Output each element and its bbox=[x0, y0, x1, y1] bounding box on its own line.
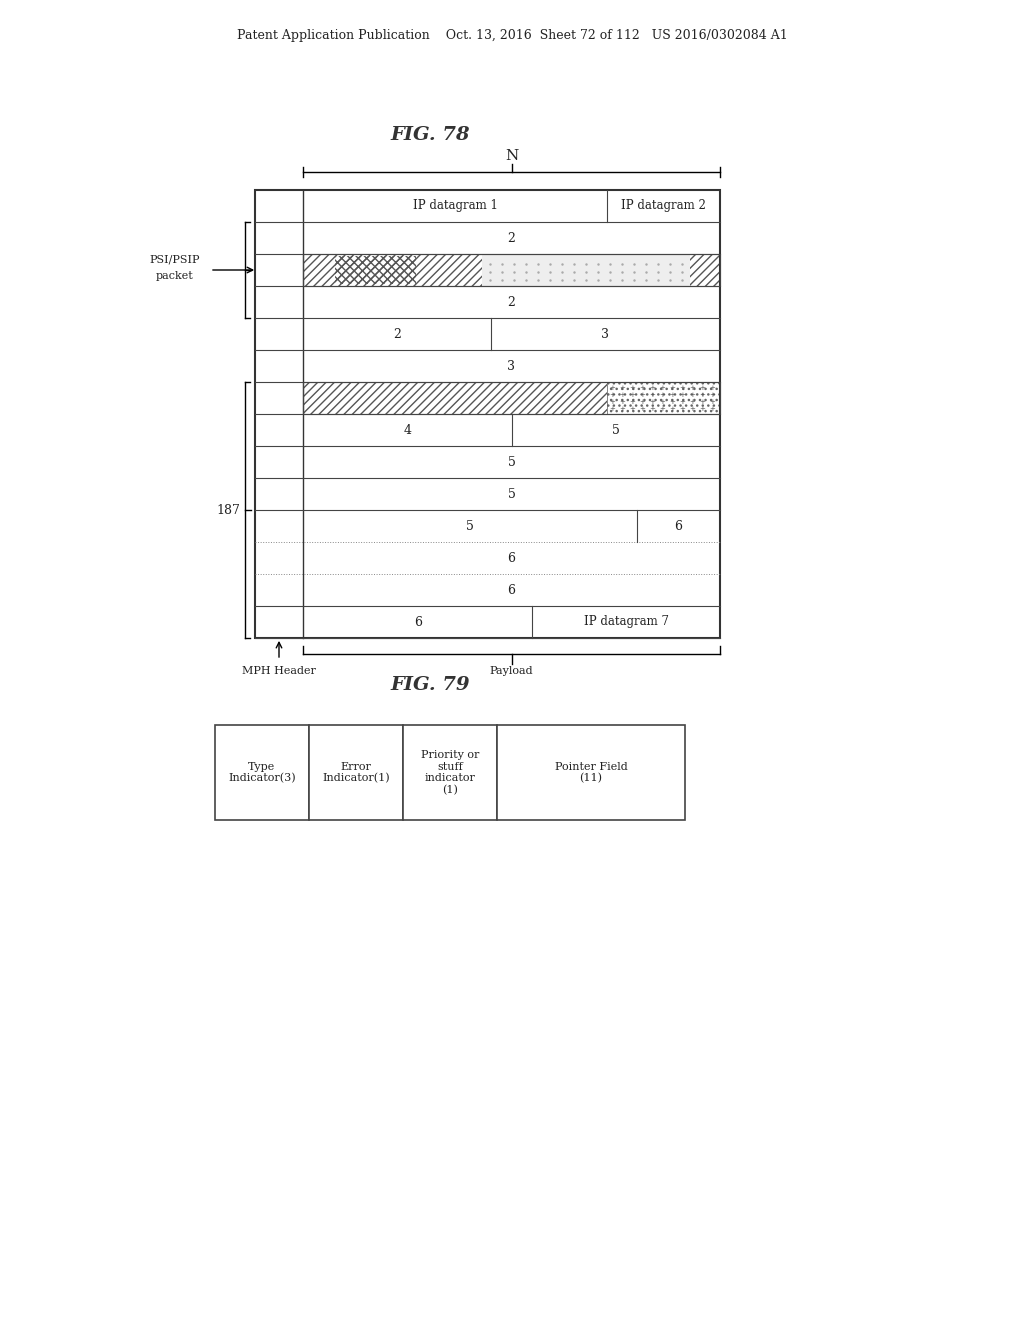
Text: +: + bbox=[659, 399, 666, 405]
Text: +: + bbox=[699, 392, 706, 399]
Text: +: + bbox=[620, 407, 626, 412]
Text: +: + bbox=[639, 385, 645, 391]
Text: +: + bbox=[620, 392, 626, 399]
Text: 5: 5 bbox=[508, 487, 515, 500]
Text: +: + bbox=[659, 407, 666, 412]
Text: +: + bbox=[620, 399, 626, 405]
Text: IP datagram 1: IP datagram 1 bbox=[413, 199, 498, 213]
Text: +: + bbox=[649, 407, 655, 412]
Bar bbox=[497, 725, 685, 820]
Text: +: + bbox=[699, 407, 706, 412]
Text: N: N bbox=[505, 149, 518, 162]
Text: +: + bbox=[630, 407, 635, 412]
Text: +: + bbox=[680, 399, 685, 405]
Text: 2: 2 bbox=[508, 296, 515, 309]
Text: +: + bbox=[649, 399, 655, 405]
Text: +: + bbox=[639, 407, 645, 412]
Bar bbox=[255, 190, 720, 638]
Text: +: + bbox=[689, 399, 695, 405]
Text: Error
Indicator(1): Error Indicator(1) bbox=[323, 762, 390, 784]
Bar bbox=[403, 725, 497, 820]
Text: +: + bbox=[710, 392, 716, 399]
Bar bbox=[335, 256, 416, 284]
Bar bbox=[690, 253, 720, 286]
Text: +: + bbox=[609, 399, 615, 405]
Text: Patent Application Publication    Oct. 13, 2016  Sheet 72 of 112   US 2016/03020: Patent Application Publication Oct. 13, … bbox=[237, 29, 787, 41]
Text: 5: 5 bbox=[466, 520, 474, 532]
Text: 3: 3 bbox=[601, 327, 609, 341]
Text: +: + bbox=[689, 407, 695, 412]
Bar bbox=[303, 253, 720, 286]
Bar bbox=[607, 381, 720, 414]
Text: PSI/PSIP: PSI/PSIP bbox=[150, 255, 201, 265]
Text: +: + bbox=[630, 392, 635, 399]
Text: +: + bbox=[699, 385, 706, 391]
Text: +: + bbox=[680, 407, 685, 412]
Text: +: + bbox=[680, 385, 685, 391]
Text: 6: 6 bbox=[414, 615, 422, 628]
Text: +: + bbox=[670, 392, 676, 399]
Text: Payload: Payload bbox=[489, 667, 534, 676]
Text: IP datagram 7: IP datagram 7 bbox=[584, 615, 669, 628]
Text: +: + bbox=[670, 385, 676, 391]
Text: +: + bbox=[630, 385, 635, 391]
Text: 3: 3 bbox=[508, 359, 515, 372]
Bar bbox=[309, 725, 403, 820]
Bar bbox=[303, 381, 607, 414]
Text: FIG. 79: FIG. 79 bbox=[390, 676, 470, 694]
Bar bbox=[303, 381, 720, 414]
Bar bbox=[303, 253, 482, 286]
Text: +: + bbox=[620, 385, 626, 391]
Text: MPH Header: MPH Header bbox=[242, 667, 316, 676]
Text: 6: 6 bbox=[674, 520, 682, 532]
Text: +: + bbox=[699, 399, 706, 405]
Text: +: + bbox=[710, 385, 716, 391]
Text: +: + bbox=[680, 392, 685, 399]
Text: +: + bbox=[630, 399, 635, 405]
Text: +: + bbox=[659, 392, 666, 399]
Text: +: + bbox=[689, 385, 695, 391]
Text: +: + bbox=[689, 392, 695, 399]
Text: 6: 6 bbox=[508, 583, 515, 597]
Text: +: + bbox=[649, 385, 655, 391]
Text: 6: 6 bbox=[508, 552, 515, 565]
Text: +: + bbox=[710, 399, 716, 405]
Text: 2: 2 bbox=[393, 327, 400, 341]
Bar bbox=[303, 253, 482, 286]
Text: Pointer Field
(11): Pointer Field (11) bbox=[555, 762, 628, 784]
Text: +: + bbox=[609, 392, 615, 399]
Bar bbox=[482, 253, 690, 286]
Bar bbox=[215, 725, 309, 820]
Text: 5: 5 bbox=[508, 455, 515, 469]
Text: FIG. 78: FIG. 78 bbox=[390, 125, 470, 144]
Text: +: + bbox=[659, 385, 666, 391]
Text: 187: 187 bbox=[216, 503, 240, 516]
Text: +: + bbox=[649, 392, 655, 399]
Text: +: + bbox=[710, 407, 716, 412]
Text: 2: 2 bbox=[508, 231, 515, 244]
Text: Priority or
stuff
indicator
(1): Priority or stuff indicator (1) bbox=[421, 750, 479, 795]
Text: +: + bbox=[670, 407, 676, 412]
Text: +: + bbox=[639, 399, 645, 405]
Text: Type
Indicator(3): Type Indicator(3) bbox=[228, 762, 296, 784]
Text: +: + bbox=[670, 399, 676, 405]
Text: 5: 5 bbox=[611, 424, 620, 437]
Text: +: + bbox=[609, 385, 615, 391]
Text: +: + bbox=[609, 407, 615, 412]
Text: IP datagram 2: IP datagram 2 bbox=[622, 199, 707, 213]
Text: packet: packet bbox=[156, 271, 194, 281]
Text: +: + bbox=[639, 392, 645, 399]
Text: 4: 4 bbox=[403, 424, 412, 437]
